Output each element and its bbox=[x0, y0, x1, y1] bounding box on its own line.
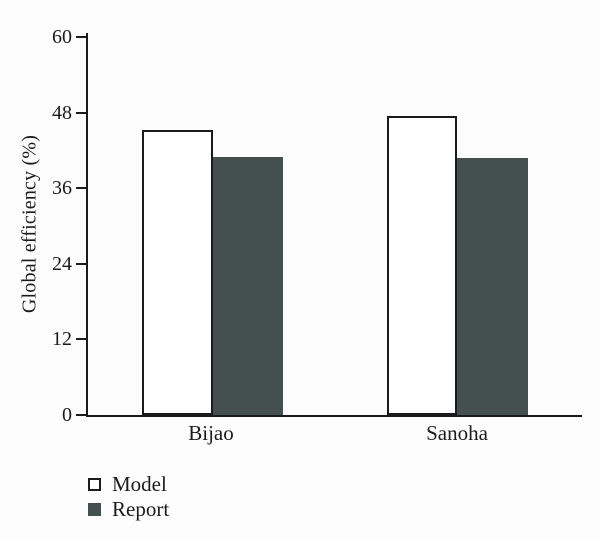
y-tick-label: 60 bbox=[52, 26, 72, 48]
y-tick-label: 48 bbox=[52, 101, 72, 124]
y-tick-label: 0 bbox=[62, 404, 72, 426]
bar-model-bijao bbox=[142, 129, 213, 415]
legend-label-report: Report bbox=[112, 497, 170, 521]
y-tick-label: 24 bbox=[52, 252, 72, 275]
y-axis-label: Global efficiency (%) bbox=[18, 134, 41, 314]
x-tick-label-bijao: Bijao bbox=[188, 421, 234, 445]
bar-model-sanoha bbox=[386, 116, 458, 415]
y-axis-tick bbox=[76, 414, 88, 416]
legend-label-model: Model bbox=[112, 472, 167, 496]
plot-area: 0 12 24 36 48 60 bbox=[52, 27, 582, 425]
legend-swatch-model bbox=[88, 478, 101, 491]
legend: Model Report bbox=[88, 474, 169, 524]
legend-item-model: Model bbox=[88, 474, 169, 495]
y-axis-tick bbox=[76, 111, 88, 114]
bar-report-sanoha bbox=[457, 157, 528, 415]
bar-report-bijao bbox=[212, 157, 284, 415]
y-axis-tick bbox=[76, 187, 88, 190]
legend-swatch-report bbox=[88, 503, 101, 516]
y-axis-tick bbox=[76, 262, 88, 265]
x-tick-label-sanoha: Sanoha bbox=[426, 421, 488, 445]
legend-item-report: Report bbox=[88, 499, 169, 520]
y-tick-label: 12 bbox=[52, 328, 72, 351]
y-axis-tick bbox=[76, 338, 88, 341]
y-axis-tick bbox=[76, 36, 88, 38]
y-tick-label: 36 bbox=[52, 177, 72, 200]
